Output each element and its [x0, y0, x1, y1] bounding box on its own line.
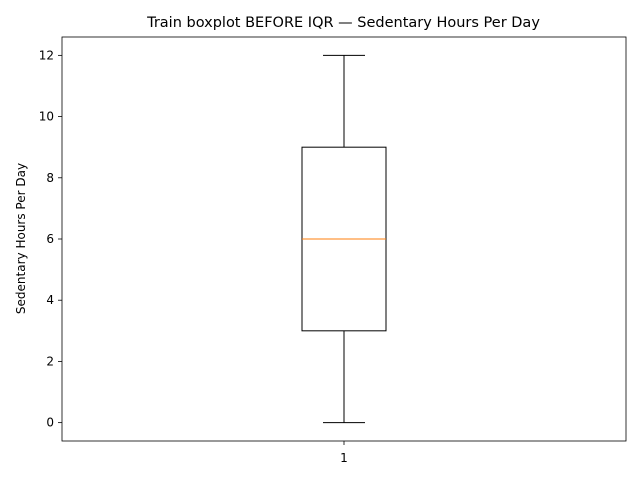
x-tick-label-1: 1 — [340, 451, 348, 465]
y-tick-label-2: 2 — [46, 354, 54, 368]
y-tick-label-4: 4 — [46, 293, 54, 307]
y-tick-label-10: 10 — [39, 110, 54, 124]
y-tick-label-0: 0 — [46, 416, 54, 430]
y-tick-label-6: 6 — [46, 232, 54, 246]
plot-area: 0 2 4 6 8 10 12 1 — [39, 36, 627, 465]
chart-title: Train boxplot BEFORE IQR — Sedentary Hou… — [146, 15, 540, 31]
y-tick-label-12: 12 — [39, 48, 54, 62]
y-tick-label-8: 8 — [46, 171, 54, 185]
y-axis-label: Sedentary Hours Per Day — [14, 163, 28, 314]
